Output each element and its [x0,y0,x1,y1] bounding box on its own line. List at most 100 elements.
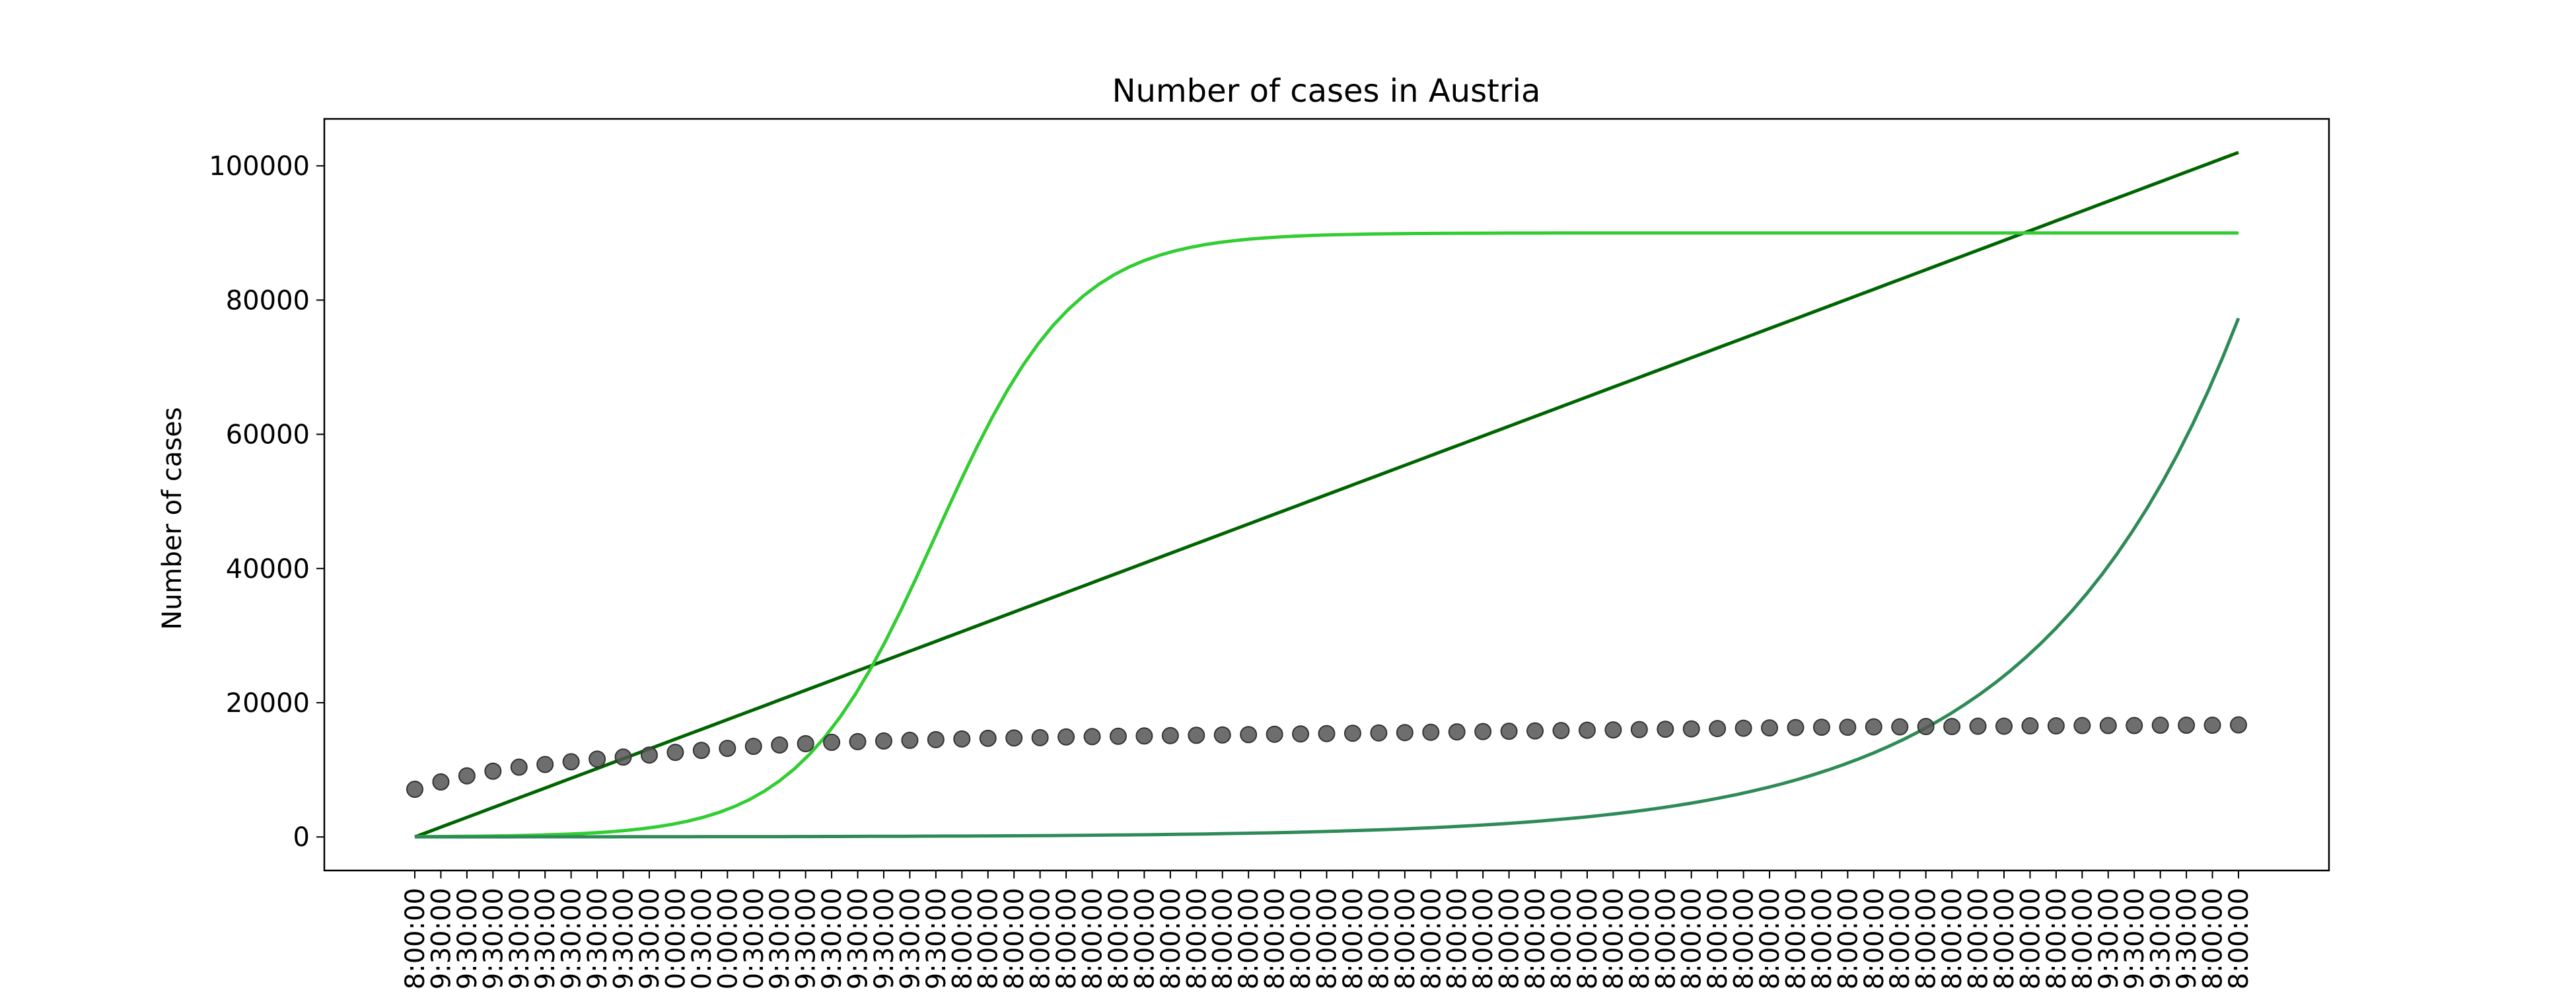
scatter-point [2151,717,2169,734]
scatter-point [1031,728,1049,746]
x-tick-label: 8:00:00 [1390,888,1421,989]
x-tick-label: 9:30:00 [2146,888,2176,989]
scatter-point [1657,721,1674,738]
x-tick-label: 8:00:00 [1912,888,1942,989]
x-tick-label: 8:00:00 [1651,888,1681,989]
scatter-point [1709,720,1727,738]
scatter-point [849,732,867,750]
x-tick-label: 9:30:00 [843,888,874,989]
scatter-point [2073,717,2091,734]
x-tick-label: 8:00:00 [974,888,1004,989]
x-tick-label: 8:00:00 [1078,888,1108,989]
scatter-point [1343,725,1361,742]
scatter-point [1396,724,1413,742]
x-tick-label: 9:30:00 [869,888,900,989]
x-tick-label: 8:00:00 [1234,888,1264,989]
x-tick-label: 8:00:00 [1208,888,1238,989]
series-line-logistic [414,231,2238,839]
y-tick-label: 60000 [226,420,310,450]
scatter-point [666,744,684,762]
x-tick-label: 9:30:00 [895,888,925,989]
x-tick-label: 8:00:00 [1598,888,1629,989]
x-tick-label: 8:00:00 [2015,888,2046,989]
x-tick-label: 9:30:00 [530,888,561,989]
scatter-point [510,758,528,776]
scatter-point [1474,723,1492,740]
scatter-point [1448,723,1466,741]
x-tick-label: 8:00:00 [1129,888,1160,989]
scatter-point [458,767,476,785]
scatter-point [1422,723,1440,741]
x-tick-label: 8:00:00 [1182,888,1212,989]
series-line-exponential [415,317,2240,839]
y-tick-label: 40000 [226,554,310,585]
x-tick-label: 0:30:00 [687,888,717,989]
scatter-point [692,742,710,760]
x-tick-label: 8:00:00 [1338,888,1369,989]
x-tick-label: 9:30:00 [583,888,613,989]
x-tick-label: 8:00:00 [2198,888,2229,989]
scatter-point [406,781,423,799]
scatter-point [1735,719,1752,737]
x-tick-label: 8:00:00 [1495,888,1525,989]
scatter-point [2230,716,2247,734]
x-tick-label: 8:00:00 [1729,888,1760,989]
chart-title: Number of cases in Austria [1112,73,1541,110]
x-tick-label: 9:30:00 [791,888,822,989]
x-tick-label: 8:00:00 [1964,888,1994,989]
scatter-point [2178,717,2196,734]
x-tick-label: 8:00:00 [1286,888,1316,989]
x-tick-label: 9:30:00 [635,888,665,989]
x-tick-label: 8:00:00 [1937,888,1968,989]
scatter-point [1083,728,1101,746]
scatter-point [1109,727,1127,745]
scatter-point [1761,719,1779,737]
x-tick-label: 0:00:00 [661,888,691,989]
x-tick-label: 8:00:00 [1521,888,1551,989]
x-tick-label: 8:00:00 [400,888,431,989]
scatter-point [1188,727,1205,744]
x-tick-label: 9:30:00 [426,888,456,989]
scatter-point [719,740,736,758]
x-tick-label: 8:00:00 [1833,888,1863,989]
x-tick-label: 8:00:00 [1026,888,1056,989]
scatter-point [536,756,554,773]
scatter-point [614,748,632,766]
scatter-point [1578,721,1596,739]
scatter-point [1240,726,1258,744]
x-tick-label: 9:30:00 [921,888,952,989]
scatter-point [1891,718,1909,736]
scatter-point [1812,719,1830,736]
x-tick-label: 0:00:00 [713,888,743,989]
x-tick-label: 8:00:00 [1755,888,1785,989]
scatter-point [2021,717,2039,735]
y-tick-label: 20000 [226,688,310,719]
scatter-point [2099,717,2117,734]
scatter-point [562,753,580,771]
scatter-point [1526,722,1544,740]
scatter-point [589,750,606,768]
y-axis-ticks: 0 20000 40000 60000 80000 100000 [209,151,324,853]
scatter-point [953,730,971,748]
scatter-point [1552,722,1570,740]
scatter-point [1865,718,1882,736]
scatter-point [1787,719,1805,736]
scatter-point [1630,721,1648,738]
scatter-point [901,731,919,749]
x-tick-label: 8:00:00 [1703,888,1733,989]
x-tick-label: 9:30:00 [478,888,509,989]
scatter-point [1917,718,1935,736]
x-tick-label: 9:30:00 [2120,888,2150,989]
x-tick-label: 9:30:00 [765,888,795,989]
x-tick-label: 8:00:00 [1468,888,1499,989]
x-tick-label: 8:00:00 [947,888,978,989]
scatter-point [1292,725,1310,743]
scatter-point [1161,727,1179,744]
x-tick-label: 8:00:00 [2067,888,2098,989]
x-tick-label: 8:00:00 [1312,888,1343,989]
x-tick-label: 8:00:00 [1416,888,1447,989]
scatter-point [797,734,814,752]
x-tick-label: 8:00:00 [1443,888,1473,989]
